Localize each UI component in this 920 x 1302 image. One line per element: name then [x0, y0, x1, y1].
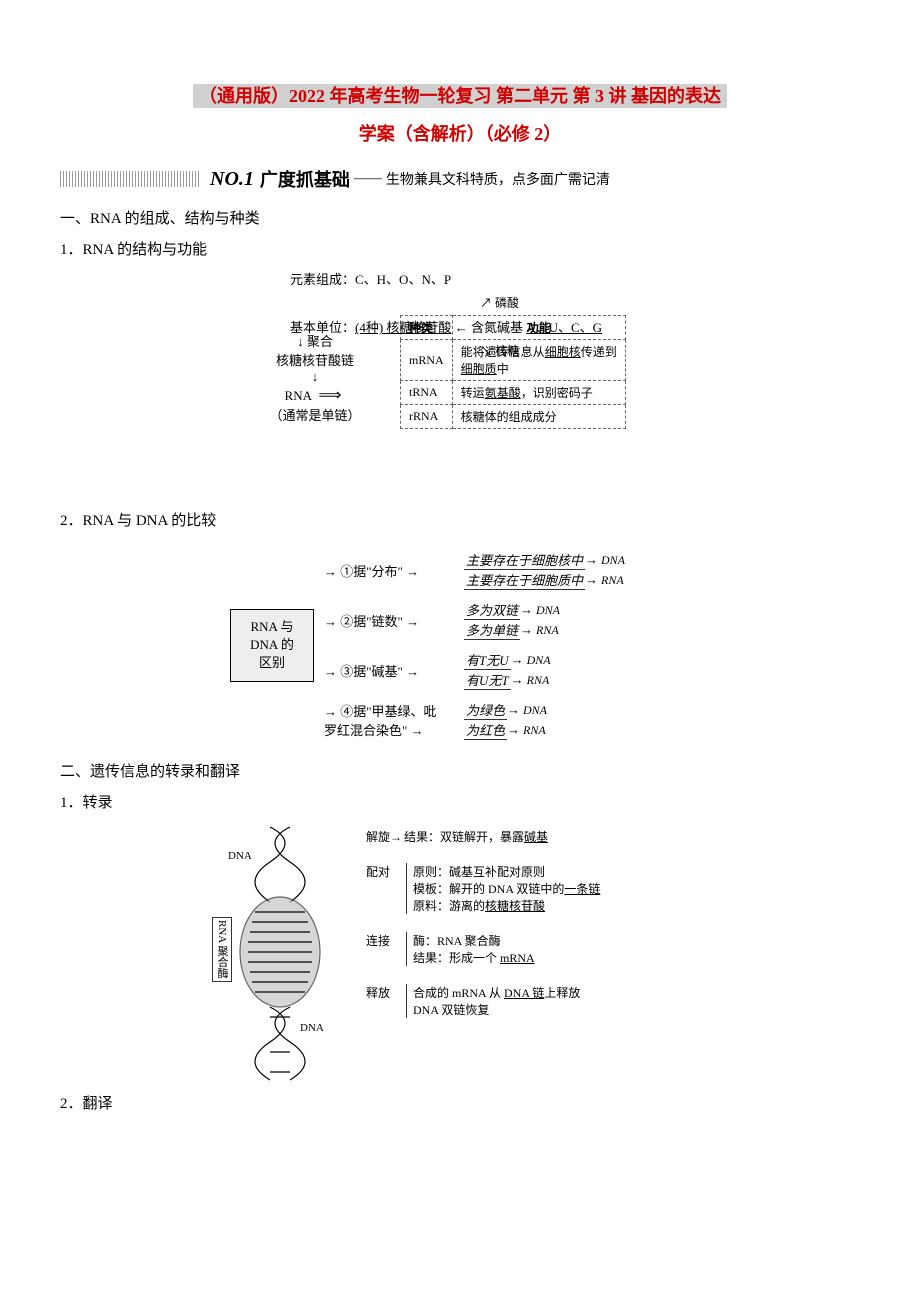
b1a: 主要存在于细胞核中 [464, 550, 585, 570]
page-title-2: 学案（含解析）（必修 2） [60, 120, 860, 146]
b3b: 有U无T [464, 670, 511, 690]
banner-main: 广度抓基础 [260, 166, 350, 192]
elem-row: 元素组成：C、H、O、N、P [290, 269, 670, 288]
section-2-sub1: 1．转录 [60, 791, 860, 812]
rna-label: RNA [285, 388, 312, 403]
b3a: 有T无U [464, 650, 511, 670]
title-block: （通用版）2022 年高考生物一轮复习 第二单元 第 3 讲 基因的表达 学案（… [60, 80, 860, 146]
fat-arrow-icon: ⟹ [319, 385, 342, 405]
b4b: 为红色 [464, 720, 507, 740]
sugar-label: 核糖 [495, 344, 519, 358]
polymer-label: 聚合 [307, 334, 333, 349]
compare-box: RNA 与DNA 的区别 [230, 609, 314, 682]
chain-label: 核糖核苷酸链 [250, 350, 380, 369]
banner-number: NO.1 [210, 168, 254, 191]
trna-func: 转运氨基酸，识别密码子 [452, 381, 625, 405]
mrna-cell: mRNA [401, 340, 453, 381]
b1-lead: ①据"分布" [340, 564, 403, 579]
banner-stripe [60, 171, 200, 187]
b2b: 多为单链 [464, 620, 520, 640]
banner-sub: 生物兼具文科特质，点多面广需记清 [386, 169, 610, 189]
rrna-cell: rRNA [401, 405, 453, 429]
rna-dna-compare-diagram: RNA 与DNA 的区别 → ①据"分布" → 主要存在于细胞核中→DNA 主要… [230, 540, 690, 750]
section-1-sub1: 1．RNA 的结构与功能 [60, 238, 860, 259]
b4a: 为绿色 [464, 700, 507, 720]
r1-label: 解旋 [366, 830, 390, 844]
dna-bot-label: DNA [300, 1022, 324, 1034]
transcription-annotations: 解旋→ 结果：双链解开，暴露碱基 配对 原则：碱基互补配对原则 模板：解开的 D… [360, 822, 690, 1082]
r2-label: 配对 [366, 865, 390, 879]
banner-dash: —— [354, 171, 382, 187]
trna-cell: tRNA [401, 381, 453, 405]
section-2-head: 二、遗传信息的转录和翻译 [60, 760, 860, 781]
page-title-1: （通用版）2022 年高考生物一轮复习 第二单元 第 3 讲 基因的表达 [193, 84, 727, 108]
r4-label: 释放 [366, 986, 390, 1000]
section-1-head: 一、RNA 的组成、结构与种类 [60, 207, 860, 228]
transcription-diagram: DNA DNA RNA 聚合酶 [230, 822, 690, 1082]
dna-helix-graphic: DNA DNA RNA 聚合酶 [230, 822, 360, 1082]
section-2-sub2: 2．翻译 [60, 1092, 860, 1113]
left-flow: ↓ 聚合 核糖核苷酸链 ↓ RNA ⟹ （通常是单链） [250, 331, 380, 424]
phosphate-label: 磷酸 [495, 296, 519, 310]
rna-note: （通常是单链） [250, 405, 380, 424]
rna-polymerase-label: RNA 聚合酶 [212, 917, 232, 981]
b2-lead: ②据"链数" [340, 614, 403, 629]
rrna-func: 核糖体的组成成分 [452, 405, 625, 429]
r3-label: 连接 [366, 934, 390, 948]
base-label: 含氮碱基 [471, 320, 523, 335]
b1b: 主要存在于细胞质中 [464, 570, 585, 590]
b4-lead: ④据"甲基绿、吡 罗红混合染色" [324, 704, 437, 738]
dna-top-label: DNA [228, 850, 252, 862]
section-1-sub2: 2．RNA 与 DNA 的比较 [60, 509, 860, 530]
b3-lead: ③据"碱基" [340, 664, 403, 679]
b2a: 多为双链 [464, 600, 520, 620]
base-val: A、U、C、G [526, 320, 602, 335]
section-banner: NO.1 广度抓基础 —— 生物兼具文科特质，点多面广需记清 [60, 166, 860, 192]
rna-structure-diagram: 元素组成：C、H、O、N、P ↗ 磷酸 基本单位：(4种) 核糖核苷酸 ← 含氮… [250, 269, 670, 499]
